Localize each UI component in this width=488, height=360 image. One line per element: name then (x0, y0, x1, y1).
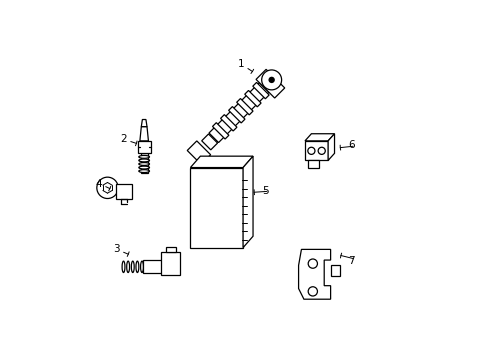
Circle shape (307, 147, 314, 154)
Text: 5: 5 (261, 186, 268, 196)
Polygon shape (190, 156, 252, 167)
Polygon shape (190, 167, 243, 248)
Ellipse shape (139, 163, 149, 165)
Polygon shape (305, 141, 327, 161)
Ellipse shape (136, 261, 139, 273)
Polygon shape (201, 134, 217, 150)
Polygon shape (244, 90, 261, 107)
Polygon shape (165, 247, 176, 252)
Ellipse shape (139, 170, 149, 172)
Polygon shape (208, 83, 268, 143)
Polygon shape (330, 265, 339, 276)
Circle shape (307, 287, 317, 296)
Polygon shape (138, 141, 150, 153)
Circle shape (268, 77, 274, 83)
Ellipse shape (126, 261, 129, 273)
Ellipse shape (131, 261, 134, 273)
Polygon shape (252, 82, 268, 99)
Ellipse shape (139, 156, 149, 158)
Polygon shape (305, 134, 334, 141)
Polygon shape (212, 123, 228, 139)
Polygon shape (116, 184, 131, 198)
Circle shape (97, 177, 118, 198)
Polygon shape (141, 153, 147, 173)
Polygon shape (187, 141, 210, 164)
Text: 4: 4 (95, 179, 102, 189)
Polygon shape (220, 114, 237, 131)
Polygon shape (327, 134, 334, 161)
Ellipse shape (139, 159, 149, 162)
Text: 6: 6 (347, 140, 354, 150)
Text: 1: 1 (237, 59, 244, 69)
Ellipse shape (141, 261, 143, 273)
Polygon shape (256, 69, 284, 98)
Polygon shape (298, 249, 330, 299)
Polygon shape (161, 252, 180, 275)
Text: 7: 7 (347, 256, 354, 266)
Text: 2: 2 (120, 134, 126, 144)
Circle shape (307, 259, 317, 268)
Circle shape (318, 147, 325, 154)
Polygon shape (243, 156, 252, 248)
Ellipse shape (122, 261, 125, 273)
Text: 3: 3 (113, 244, 120, 255)
Polygon shape (228, 107, 244, 123)
Polygon shape (143, 260, 163, 273)
Polygon shape (236, 99, 252, 115)
Polygon shape (141, 120, 147, 127)
Polygon shape (140, 127, 148, 141)
Circle shape (261, 70, 281, 90)
Polygon shape (307, 161, 319, 168)
Ellipse shape (139, 166, 149, 169)
